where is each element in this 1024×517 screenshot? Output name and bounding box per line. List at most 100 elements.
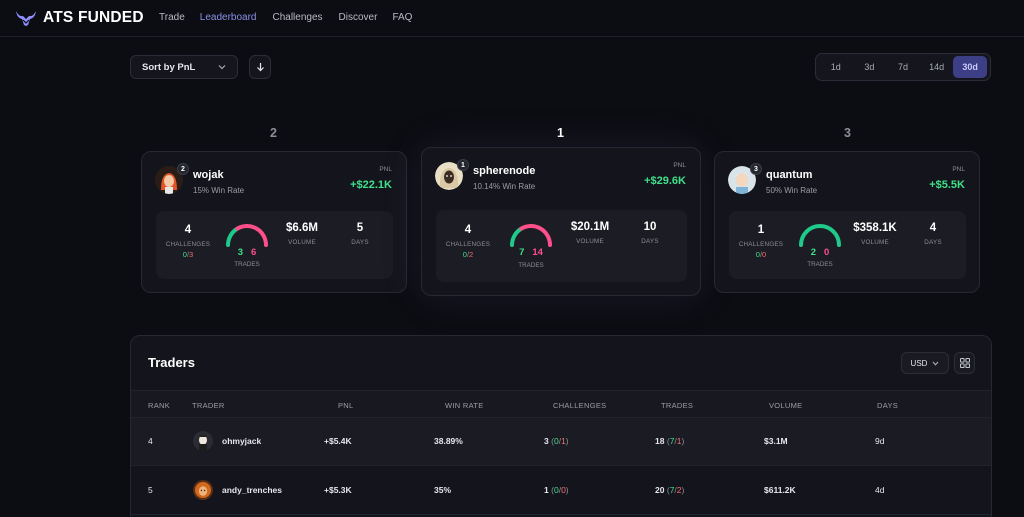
challenges-fail: 1 <box>561 436 566 446</box>
trades-gauge <box>510 224 552 247</box>
col-trades[interactable]: TRADES <box>661 401 694 410</box>
days-label: DAYS <box>641 238 659 245</box>
challenges-pass: 0 <box>553 485 559 495</box>
top-nav: ATS FUNDED Trade Leaderboard Challenges … <box>0 0 1024 37</box>
col-trader[interactable]: TRADER <box>192 401 225 410</box>
range-7d[interactable]: 7d <box>897 62 908 72</box>
table-header: RANK TRADER PNL WIN RATE CHALLENGES TRAD… <box>131 390 991 418</box>
col-win-rate[interactable]: WIN RATE <box>445 401 484 410</box>
traders-title: Traders <box>148 355 195 370</box>
col-volume[interactable]: VOLUME <box>769 401 803 410</box>
table-row[interactable]: 5 andy_trenches +$5.3K 35% 1 (0/0) 20 (7… <box>131 467 991 515</box>
challenges-fail: 0 <box>561 485 566 495</box>
gauge-loss-arc <box>235 224 268 247</box>
col-days[interactable]: DAYS <box>877 401 899 410</box>
range-3d[interactable]: 3d <box>864 62 875 72</box>
trader-name[interactable]: quantum <box>766 169 813 181</box>
nav-trade[interactable]: Trade <box>159 12 185 23</box>
col-challenges[interactable]: CHALLENGES <box>553 401 607 410</box>
stats-box: 4 CHALLENGES 0/3 3 6 TRADES $6.6M VOLUME… <box>156 211 393 279</box>
trades-wins: 7 <box>519 247 525 258</box>
stats-box: 1 CHALLENGES 0/0 2 0 TRADES $358.1K VOLU… <box>729 211 966 279</box>
trader-name[interactable]: spherenode <box>473 165 536 177</box>
rank-badge: 1 <box>457 159 469 171</box>
trades-wins: 7 <box>669 436 675 446</box>
trades-losses: 6 <box>250 247 257 258</box>
currency-select[interactable]: USD <box>901 352 949 374</box>
sort-select[interactable]: Sort by PnL <box>130 55 238 79</box>
challenges-value: 1 <box>757 224 765 236</box>
trades-wl: 7 14 <box>508 247 554 258</box>
challenges-fail: 2 <box>469 250 474 259</box>
volume-value: $20.1M <box>570 221 610 233</box>
challenges-fail: 0 <box>762 250 767 259</box>
row-trader-name[interactable]: ohmyjack <box>222 436 262 446</box>
nav-leaderboard[interactable]: Leaderboard <box>199 12 257 23</box>
challenges-breakdown: 0/2 <box>438 250 498 259</box>
pnl-label: PNL <box>379 166 392 173</box>
row-win-rate: 38.89% <box>434 436 463 446</box>
nav-discover[interactable]: Discover <box>338 12 378 23</box>
challenges-value: 4 <box>184 224 192 236</box>
nav-faq[interactable]: FAQ <box>392 12 413 23</box>
challenges-pass: 0 <box>553 436 559 446</box>
table-row[interactable]: 4 ohmyjack +$5.4K 38.89% 3 (0/1) 18 (7/1… <box>131 418 991 466</box>
row-challenges: 1 (0/0) <box>544 485 569 495</box>
challenges-pass: 0 <box>182 250 187 259</box>
gauge-win-arc <box>799 224 841 247</box>
days-label: DAYS <box>351 239 369 246</box>
challenges-sep: / <box>759 250 763 259</box>
grid-view-button[interactable] <box>954 352 975 374</box>
challenges-label: CHALLENGES <box>445 241 491 248</box>
challenges-total: 3 <box>544 436 549 446</box>
logo[interactable]: ATS FUNDED <box>14 8 144 28</box>
podium-place-1: 1 <box>557 126 564 140</box>
range-14d[interactable]: 14d <box>929 62 945 72</box>
days-value: 5 <box>356 222 364 234</box>
chevron-down-icon <box>218 65 226 70</box>
row-trader-name[interactable]: andy_trenches <box>222 485 282 495</box>
challenges-sep: / <box>466 250 470 259</box>
row-volume: $611.2K <box>764 485 796 495</box>
podium-card-2[interactable]: 2 wojak 15% Win Rate PNL +$22.1K 4 CHALL… <box>141 151 407 293</box>
trades-losses: 1 <box>676 436 682 446</box>
days-value: 10 <box>643 221 657 233</box>
row-win-rate: 35% <box>434 485 452 495</box>
challenges-breakdown: 0/0 <box>731 250 791 259</box>
currency-label: USD <box>910 358 928 368</box>
volume-value: $358.1K <box>853 222 897 234</box>
sort-label: Sort by PnL <box>142 61 196 73</box>
nav-challenges[interactable]: Challenges <box>272 12 323 23</box>
challenges-label: CHALLENGES <box>738 241 784 248</box>
podium-card-3[interactable]: 3 quantum 50% Win Rate PNL +$5.5K 1 CHAL… <box>714 151 980 293</box>
podium-card-1[interactable]: 1 spherenode 10.14% Win Rate PNL +$29.6K… <box>421 147 701 296</box>
chevron-down-icon <box>933 361 939 366</box>
row-volume: $3.1M <box>764 436 788 446</box>
gauge-win-arc <box>510 226 524 247</box>
col-pnl[interactable]: PNL <box>338 401 354 410</box>
gauge-win-arc <box>226 226 240 247</box>
challenges-label: CHALLENGES <box>165 241 211 248</box>
challenges-fail: 3 <box>189 250 194 259</box>
avatar <box>193 431 213 451</box>
traders-panel: Traders USD RANK TRADER PNL WIN RATE CHA… <box>130 335 992 517</box>
volume-label: VOLUME <box>288 239 316 246</box>
logo-text: ATS FUNDED <box>43 9 144 26</box>
row-challenges: 3 (0/1) <box>544 436 569 446</box>
trades-total: 18 <box>655 436 665 446</box>
sort-direction-button[interactable] <box>249 55 271 79</box>
volume-label: VOLUME <box>861 239 889 246</box>
trader-name[interactable]: wojak <box>193 169 224 181</box>
challenges-pass: 0 <box>462 250 467 259</box>
win-rate: 50% Win Rate <box>766 186 818 195</box>
range-1d[interactable]: 1d <box>830 62 841 72</box>
range-30d[interactable]: 30d <box>953 56 987 78</box>
col-rank[interactable]: RANK <box>148 401 171 410</box>
grid-icon <box>959 358 970 368</box>
pnl-value: +$5.5K <box>929 179 965 191</box>
pnl-label: PNL <box>952 166 965 173</box>
row-pnl: +$5.4K <box>324 436 352 446</box>
time-range-selector: 1d 3d 7d 14d 30d <box>815 53 991 81</box>
trades-losses: 0 <box>823 247 830 258</box>
trades-total: 20 <box>655 485 665 495</box>
